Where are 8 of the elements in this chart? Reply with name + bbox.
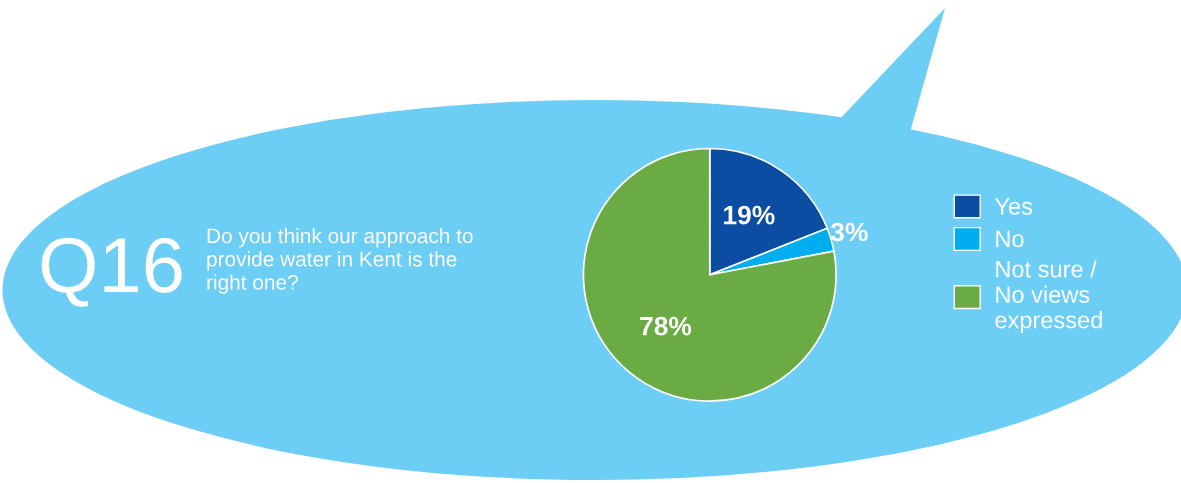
legend-label: Not sure / No views expressed [995, 260, 1102, 334]
data-label: 78% [640, 316, 692, 336]
text: Q16 [41, 237, 182, 307]
data-label: 19% [724, 205, 775, 225]
data-label: 3% [830, 222, 868, 242]
text: Do you think our approach to provide water in Kent is the right one? [207, 228, 473, 294]
legend-label: Yes [994, 198, 1033, 215]
legend-label: No [996, 230, 1024, 248]
